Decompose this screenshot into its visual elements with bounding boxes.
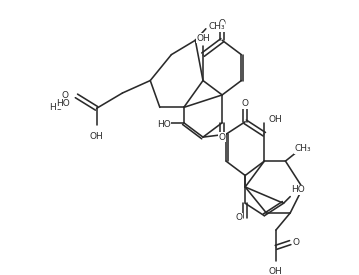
- Text: O: O: [242, 99, 249, 108]
- Text: OH: OH: [269, 115, 283, 124]
- Text: O: O: [219, 133, 226, 142]
- Text: OH: OH: [196, 34, 210, 43]
- Text: OH: OH: [90, 132, 103, 141]
- Text: HO: HO: [56, 99, 70, 108]
- Text: HO: HO: [157, 120, 171, 129]
- Text: O: O: [236, 213, 243, 222]
- Text: O: O: [293, 238, 299, 247]
- Text: CH₃: CH₃: [294, 144, 311, 153]
- Text: O: O: [62, 91, 69, 100]
- Text: CH₃: CH₃: [208, 22, 225, 31]
- Text: HO: HO: [49, 103, 63, 112]
- Text: O: O: [219, 20, 226, 29]
- Text: OH: OH: [269, 266, 283, 275]
- Text: HO: HO: [291, 185, 305, 194]
